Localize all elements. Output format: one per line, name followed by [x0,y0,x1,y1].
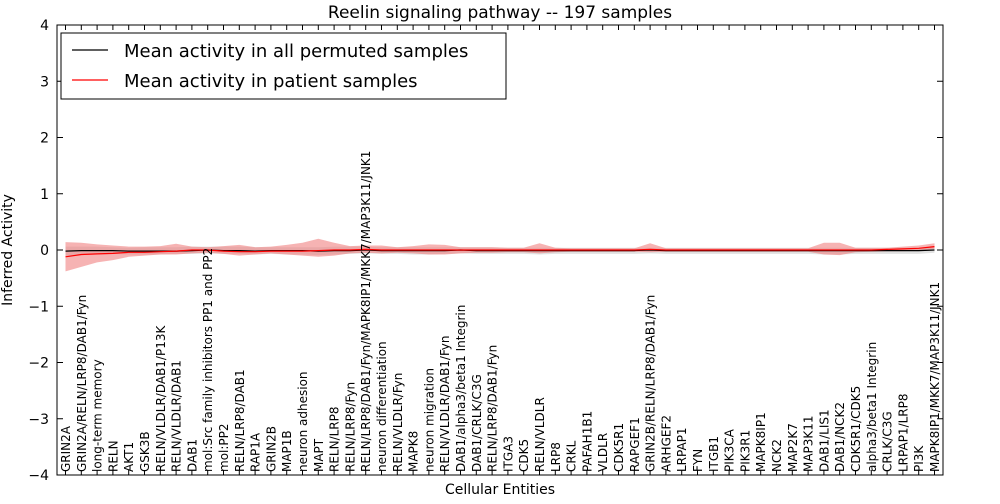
line-mean-activity-in-patient-samples [65,246,935,258]
x-tick-label: VLDLR [596,433,610,472]
x-tick-label: MAPT [312,438,326,472]
x-tick-label: DAB1/LIS1 [817,409,831,472]
x-tick-label: GRIN2A/RELN/LRP8/DAB1/Fyn [75,295,89,472]
x-tick-label: RELN/VLDLR/DAB1/P13K [154,325,168,472]
x-tick-label: neuron migration [422,368,436,472]
y-tick-label: −1 [28,299,49,315]
chart-title: Reelin signaling pathway -- 197 samples [328,3,672,23]
x-tick-label: CRKL [565,440,579,472]
legend-label-permuted: Mean activity in all permuted samples [124,41,468,62]
x-tick-label: MAPK8 [407,431,421,472]
x-tick-label: DAB1 [185,439,199,472]
x-tick-label: CDK5R1/CDK5 [849,386,863,472]
x-tick-label: RELN/LRP8/DAB1/Fyn [486,345,500,472]
x-tick-label: RELN/LRP8 [328,406,342,472]
band-mean-activity-in-patient-samples [65,238,935,272]
x-tick-label: ITGB1 [707,436,721,472]
x-tick-label: DAB1/NCK2 [833,402,847,472]
x-tick-label: CDK5 [517,439,531,472]
x-tick-label: LRP8 [549,442,563,472]
series-lines [65,246,935,258]
y-tick-label: 4 [40,18,49,34]
x-tick-label: RELN/VLDLR/DAB1 [170,360,184,472]
x-tick-label: MAP3K11 [802,415,816,472]
x-tick-label: MAPK8IP1/MKK7/MAP3K11/JNK1 [928,282,942,472]
x-tick-label: CDK5R1 [612,423,626,472]
y-tick-label: 1 [40,187,49,203]
x-tick-label: RELN/VLDLR/Fyn [391,373,405,472]
x-tick-label: RELN/LRP8/Fyn [343,382,357,472]
x-tick-label: mol:Src family inhibitors PP1 and PP2 [201,248,215,472]
x-tick-label: MAP2K7 [786,423,800,472]
y-axis: −4 −3 −2 −1 0 1 2 3 4 [28,18,943,484]
y-tick-label: 0 [40,243,49,259]
x-tick-label: NCK2 [770,439,784,472]
x-tick-label: AKT1 [122,442,136,472]
x-tick-label: GSK3B [138,431,152,472]
legend-label-patient: Mean activity in patient samples [124,71,418,92]
x-tick-label: ITGA3 [501,436,515,472]
y-axis-label: Inferred Activity [0,194,16,306]
x-tick-label: mol:PP2 [217,423,231,472]
x-tick-label: MAP1B [280,430,294,472]
x-tick-label: RAP1A [249,432,263,472]
legend-box [60,32,507,100]
x-tick-label: RELN/LRP8/DAB1/Fyn/MAPK8IP1/MKK7/MAP3K11… [359,151,373,472]
x-tick-label: PI3K [912,445,926,472]
y-tick-label: −4 [28,468,49,484]
x-tick-label: LRPAP1/LRP8 [896,393,910,472]
x-tick-label: RELN [106,440,120,472]
x-tick-label: GRIN2B/RELN/LRP8/DAB1/Fyn [644,295,658,472]
x-tick-label: ARHGEF2 [659,415,673,472]
x-tick-label: GRIN2B [264,426,278,472]
x-axis: GRIN2A GRIN2A/RELN/LRP8/DAB1/Fyn long-term… [59,25,942,475]
x-tick-label: RELN/VLDLR/DAB1/Fyn [438,336,452,472]
x-tick-label: LRPAP1 [675,427,689,472]
x-tick-label: GRIN2A [59,425,73,472]
x-tick-label: CRLK/C3G [881,411,895,472]
x-tick-label: alpha3/beta1 Integrin [865,342,879,472]
x-tick-label: PIK3CA [723,428,737,472]
x-tick-label: PAFAH1B1 [580,411,594,472]
x-tick-label: neuron differentiation [375,341,389,472]
x-tick-label: PIK3R1 [738,430,752,472]
x-tick-label: long-term memory [91,359,105,472]
y-tick-label: 3 [40,74,49,90]
x-tick-label: FYN [691,449,705,472]
y-tick-label: −2 [28,356,49,372]
y-tick-label: −3 [28,412,49,428]
x-tick-label: neuron adhesion [296,371,310,472]
x-tick-label: DAB1/CRLK/C3G [470,374,484,472]
x-tick-label: DAB1/alpha3/beta1 Integrin [454,305,468,472]
legend[interactable]: Mean activity in all permuted samples Me… [60,32,507,100]
x-tick-label: RELN/LRP8/DAB1 [233,369,247,472]
x-tick-label: RAPGEF1 [628,417,642,472]
x-tick-label: RELN/VLDLR [533,397,547,472]
x-tick-label: MAPK8IP1 [754,412,768,472]
y-tick-label: 2 [40,131,49,147]
x-axis-label: Cellular Entities [445,482,555,498]
